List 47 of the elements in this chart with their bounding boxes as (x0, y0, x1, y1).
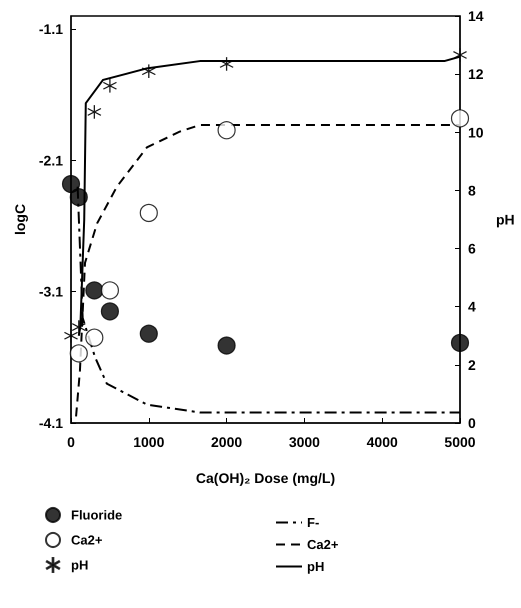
point (453, 48, 467, 62)
legend-label: pH (71, 558, 88, 572)
y2-tick-label: 2 (468, 356, 476, 373)
legend-label: F- (307, 515, 320, 530)
legend-label: Ca2+ (307, 537, 339, 552)
y-tick-label: -1.1 (38, 21, 64, 38)
y2-tick-label: 14 (468, 8, 484, 24)
legend-label: pH (307, 559, 324, 574)
point (100, 281, 119, 300)
point (220, 57, 234, 71)
point (85, 328, 104, 347)
point (70, 344, 88, 363)
point (140, 204, 158, 222)
x-tick-label: 5000 (444, 434, 476, 450)
y-tick-label: -2.1 (38, 152, 64, 168)
point (70, 188, 88, 206)
y2-tick-label: 12 (468, 66, 484, 82)
point (140, 324, 158, 343)
y2-tick-label: 0 (468, 415, 476, 431)
point (100, 302, 119, 320)
y-tick-label: -3.1 (38, 284, 64, 300)
x-tick-label: 1000 (133, 434, 165, 450)
x-tick-label: 4000 (366, 434, 398, 450)
y2-tick-label: 6 (468, 240, 476, 257)
point (450, 109, 470, 128)
x-tick-label: 3000 (288, 434, 320, 450)
y2-tick-label: 10 (468, 124, 484, 140)
x-tick-label: 0 (67, 434, 76, 450)
legend-label: Fluoride (71, 508, 122, 522)
point (85, 281, 104, 300)
y-axis-title: logC (12, 204, 28, 236)
y2-tick-label: 8 (468, 182, 476, 198)
point (62, 174, 80, 194)
point (142, 64, 156, 78)
x-axis-title: Ca(OH)₂ Dose (mg/L) (196, 470, 336, 486)
legend-label: Ca2+ (71, 532, 103, 548)
point (64, 328, 78, 343)
point (218, 121, 236, 140)
x-tick-label: 2000 (211, 434, 242, 450)
point (88, 105, 102, 119)
y2-axis-title: pH (496, 212, 515, 228)
point (218, 336, 236, 355)
y-tick-label: -4.1 (38, 415, 64, 431)
point (450, 334, 470, 352)
y2-tick-label: 4 (468, 298, 476, 315)
point (72, 320, 86, 334)
point (103, 78, 117, 93)
